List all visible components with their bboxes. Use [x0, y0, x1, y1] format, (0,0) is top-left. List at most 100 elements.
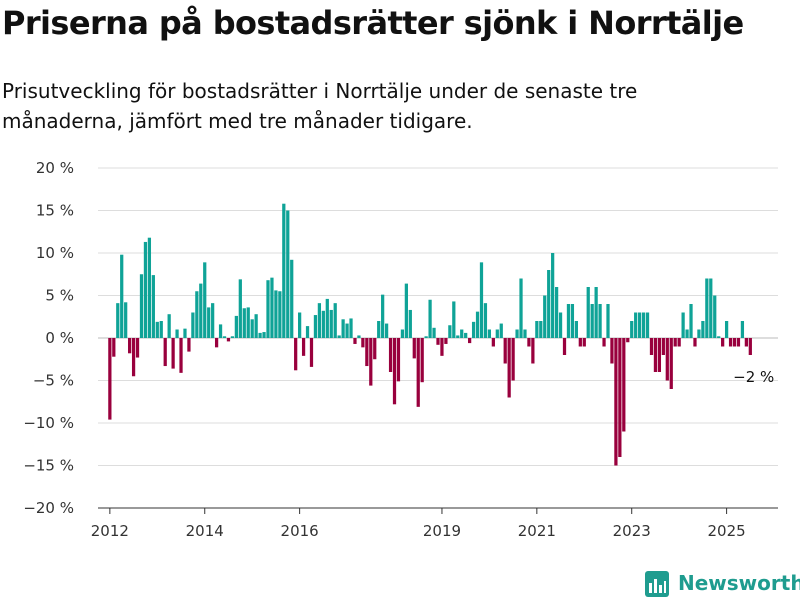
bar	[499, 323, 503, 338]
bar	[543, 295, 547, 338]
bar	[128, 338, 132, 354]
bar	[301, 338, 306, 356]
bar	[226, 338, 231, 342]
bar	[286, 210, 290, 338]
bar	[262, 332, 266, 338]
bar	[487, 329, 492, 338]
bar	[337, 335, 341, 338]
bar	[408, 309, 412, 338]
bar	[365, 338, 369, 367]
bar	[147, 237, 152, 338]
bar	[175, 329, 179, 338]
bar	[681, 312, 685, 338]
bar	[392, 338, 397, 405]
bar	[456, 335, 460, 338]
bar	[717, 336, 721, 338]
bar	[321, 310, 325, 338]
bar	[361, 338, 365, 348]
bar	[464, 332, 468, 338]
bar	[503, 338, 507, 364]
bar	[744, 338, 748, 347]
bar	[519, 278, 523, 338]
bar	[558, 312, 563, 338]
bar	[531, 338, 535, 364]
bar	[661, 338, 665, 355]
bar	[266, 280, 270, 338]
bar	[124, 302, 128, 338]
bar	[238, 279, 242, 338]
bar	[424, 336, 428, 338]
bar	[570, 304, 575, 338]
bar	[199, 283, 203, 338]
bar	[428, 299, 432, 338]
bar	[669, 338, 673, 389]
bar	[207, 307, 211, 338]
bar	[163, 338, 167, 367]
bar	[590, 304, 594, 338]
bar	[258, 332, 262, 338]
x-tick-label: 2012	[91, 522, 129, 540]
bar	[254, 314, 258, 338]
bar	[740, 321, 745, 338]
bar	[606, 304, 610, 338]
bar	[349, 318, 353, 338]
bar	[290, 259, 294, 338]
brand-name: Newsworthy	[678, 571, 800, 595]
bar	[594, 287, 598, 338]
bar	[527, 338, 531, 347]
bar	[377, 321, 381, 338]
x-tick-label: 2021	[518, 522, 556, 540]
y-tick-label: −15 %	[23, 457, 74, 475]
bar	[551, 253, 555, 338]
bar	[155, 321, 159, 338]
x-tick-label: 2023	[613, 522, 651, 540]
bar	[282, 203, 286, 338]
bar	[507, 338, 511, 398]
bar	[381, 294, 385, 338]
x-tick-label: 2019	[423, 522, 461, 540]
bar	[709, 278, 713, 338]
bar	[748, 338, 752, 355]
bar	[214, 338, 219, 348]
bar	[341, 319, 345, 338]
bar	[724, 321, 729, 338]
bar	[638, 312, 642, 338]
bar	[183, 328, 187, 338]
bar	[313, 315, 318, 338]
bar	[622, 338, 626, 432]
bar	[294, 338, 298, 371]
bar	[645, 312, 650, 338]
y-tick-label: −5 %	[33, 372, 74, 390]
bar	[373, 338, 377, 360]
bar	[325, 298, 329, 338]
bar	[483, 303, 488, 338]
bar	[701, 321, 705, 338]
bar	[420, 338, 424, 383]
bar	[468, 338, 472, 344]
bar	[179, 338, 183, 373]
bar	[713, 295, 717, 338]
bar	[357, 335, 361, 338]
bar	[143, 241, 148, 338]
bar	[432, 327, 436, 338]
bar	[657, 338, 662, 372]
bar	[384, 323, 389, 338]
bar	[736, 338, 741, 347]
bar	[515, 329, 519, 338]
bar	[444, 338, 448, 344]
bar	[475, 311, 480, 338]
bar	[479, 262, 484, 338]
y-tick-label: −20 %	[23, 499, 74, 517]
bar	[562, 338, 567, 355]
data-label: −2 %	[733, 368, 774, 386]
bar	[116, 303, 120, 338]
bar	[230, 336, 235, 338]
bar	[274, 290, 278, 338]
bar	[602, 338, 606, 347]
bar	[535, 321, 539, 338]
bar	[598, 304, 602, 338]
bar	[250, 319, 254, 338]
y-tick-label: 20 %	[36, 159, 74, 177]
